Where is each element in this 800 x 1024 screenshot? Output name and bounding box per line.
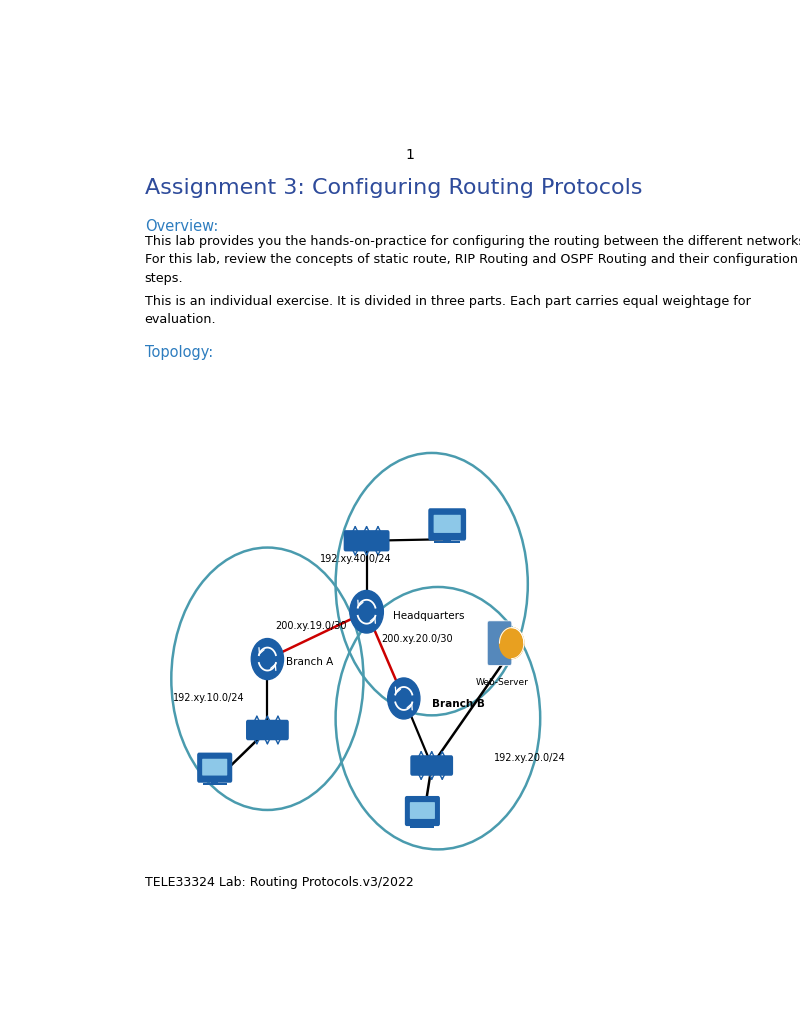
Text: TELE33324 Lab: Routing Protocols.v3/2022: TELE33324 Lab: Routing Protocols.v3/2022 [145, 877, 414, 889]
FancyBboxPatch shape [434, 515, 461, 532]
Text: Branch A: Branch A [286, 657, 334, 668]
Text: This is an individual exercise. It is divided in three parts. Each part carries : This is an individual exercise. It is di… [145, 295, 750, 327]
FancyBboxPatch shape [246, 720, 289, 740]
FancyBboxPatch shape [197, 753, 232, 782]
FancyBboxPatch shape [428, 508, 466, 541]
FancyBboxPatch shape [344, 530, 390, 551]
Text: 1: 1 [406, 148, 414, 162]
Text: 200.xy.19.0/30: 200.xy.19.0/30 [275, 621, 346, 631]
Text: Assignment 3: Configuring Routing Protocols: Assignment 3: Configuring Routing Protoc… [145, 178, 642, 198]
Text: Overview:: Overview: [145, 219, 218, 234]
FancyBboxPatch shape [410, 802, 435, 819]
Bar [418, 823, 426, 826]
Circle shape [388, 678, 420, 719]
FancyBboxPatch shape [405, 796, 440, 826]
Text: This lab provides you the hands-on-practice for configuring the routing between : This lab provides you the hands-on-pract… [145, 234, 800, 285]
Text: Topology:: Topology: [145, 345, 213, 360]
Text: Web-Server: Web-Server [475, 678, 528, 687]
Bar [202, 783, 226, 784]
Bar [211, 780, 218, 783]
FancyBboxPatch shape [202, 759, 227, 775]
Text: Branch B: Branch B [432, 699, 485, 709]
FancyBboxPatch shape [487, 621, 512, 666]
Bar [434, 541, 460, 543]
Text: 192.xy.20.0/24: 192.xy.20.0/24 [494, 753, 566, 763]
Text: 192.xy.40.0/24: 192.xy.40.0/24 [320, 554, 392, 564]
Text: 200.xy.20.0/30: 200.xy.20.0/30 [381, 634, 453, 644]
Text: 192.xy.10.0/24: 192.xy.10.0/24 [173, 693, 244, 703]
Circle shape [499, 628, 524, 658]
Bar [410, 826, 434, 828]
Circle shape [251, 639, 283, 680]
Text: Headquarters: Headquarters [393, 611, 464, 622]
FancyBboxPatch shape [410, 756, 453, 776]
Bar [443, 538, 451, 542]
Circle shape [350, 591, 383, 633]
